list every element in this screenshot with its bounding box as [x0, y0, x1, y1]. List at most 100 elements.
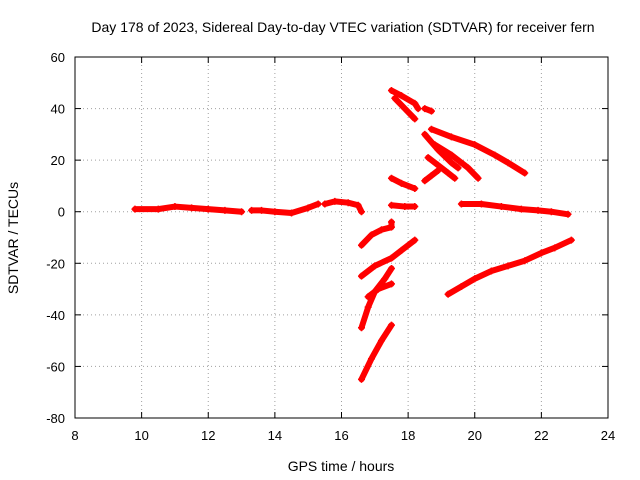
data-point — [547, 208, 555, 216]
series-track-9 — [387, 87, 422, 113]
series-track-12 — [387, 174, 419, 193]
data-point — [447, 151, 455, 159]
data-point — [411, 203, 419, 211]
series-track-5 — [357, 236, 419, 280]
data-point — [521, 257, 529, 265]
series-track-2 — [248, 200, 322, 217]
y-tick-label: -40 — [46, 308, 65, 323]
series-track-13 — [387, 201, 419, 211]
data-point — [491, 151, 499, 159]
data-point — [238, 208, 246, 216]
data-point — [357, 272, 365, 280]
data-point — [344, 199, 352, 207]
series-track-3 — [321, 197, 365, 216]
data-point — [504, 262, 512, 270]
data-point — [357, 241, 365, 249]
data-point — [364, 293, 372, 301]
data-point — [401, 203, 409, 211]
data-point — [357, 324, 365, 332]
x-tick-label: 14 — [268, 428, 282, 443]
series-trail — [358, 219, 395, 249]
data-point — [367, 355, 375, 363]
data-point — [411, 185, 419, 193]
series-trail — [421, 131, 462, 171]
data-point — [171, 203, 179, 211]
data-layer — [131, 87, 575, 383]
series-track-18 — [427, 125, 529, 177]
data-point — [314, 200, 322, 208]
data-point — [471, 141, 479, 149]
x-tick-label: 24 — [601, 428, 615, 443]
series-track-10 — [391, 94, 419, 123]
data-point — [464, 164, 472, 172]
data-point — [421, 177, 429, 185]
data-point — [387, 254, 395, 262]
data-point — [497, 203, 505, 211]
data-point — [364, 303, 372, 311]
data-point — [447, 159, 455, 167]
data-point — [387, 264, 395, 272]
x-tick-label: 18 — [401, 428, 415, 443]
y-axis-label: SDTVAR / TECUs — [5, 182, 21, 294]
series-trail — [358, 322, 395, 383]
data-point — [457, 282, 465, 290]
series-trail — [431, 141, 482, 182]
data-point — [387, 321, 395, 329]
data-point — [271, 208, 279, 216]
data-point — [447, 133, 455, 141]
data-point — [248, 206, 256, 214]
series-track-17 — [431, 141, 482, 182]
data-point — [537, 249, 545, 257]
data-point — [424, 154, 432, 162]
series-track-4 — [357, 218, 395, 249]
data-point — [387, 174, 395, 182]
data-point — [567, 236, 575, 244]
data-point — [421, 105, 429, 113]
data-point — [188, 204, 196, 212]
data-point — [371, 262, 379, 270]
data-point — [374, 285, 382, 293]
data-point — [427, 125, 435, 133]
data-point — [414, 105, 422, 113]
data-point — [154, 205, 162, 213]
x-tick-label: 20 — [468, 428, 482, 443]
data-point — [421, 130, 429, 138]
data-point — [397, 92, 405, 100]
data-point — [444, 290, 452, 298]
data-point — [457, 200, 465, 208]
data-point — [477, 200, 485, 208]
data-point — [131, 205, 139, 213]
data-point — [454, 164, 462, 172]
series-trail — [428, 126, 528, 177]
data-point — [431, 141, 439, 149]
data-point — [434, 161, 442, 169]
series-track-1 — [131, 203, 246, 216]
data-point — [331, 197, 339, 205]
data-point — [451, 174, 459, 182]
data-point — [487, 267, 495, 275]
x-tick-label: 10 — [134, 428, 148, 443]
data-point — [321, 200, 329, 208]
data-point — [387, 87, 395, 95]
x-tick-label: 12 — [201, 428, 215, 443]
data-point — [411, 115, 419, 123]
data-point — [387, 201, 395, 209]
series-track-16 — [424, 154, 459, 182]
data-point — [204, 205, 212, 213]
series-track-14 — [421, 166, 442, 185]
data-point — [551, 244, 559, 252]
data-point — [304, 204, 312, 212]
x-tick-label: 16 — [334, 428, 348, 443]
series-track-11 — [421, 105, 435, 115]
data-point — [258, 206, 266, 214]
y-tick-label: 40 — [51, 102, 65, 117]
y-tick-label: -80 — [46, 411, 65, 426]
data-point — [367, 231, 375, 239]
grid-layer — [75, 57, 608, 418]
data-point — [401, 105, 409, 113]
data-point — [521, 169, 529, 177]
data-point — [221, 206, 229, 214]
y-tick-label: 20 — [51, 153, 65, 168]
series-track-19 — [457, 200, 572, 218]
